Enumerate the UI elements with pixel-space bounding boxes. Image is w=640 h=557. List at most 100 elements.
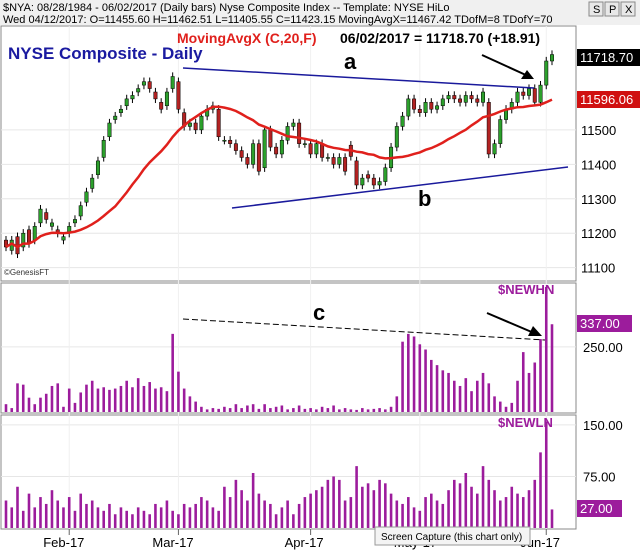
indicator-bar [395,396,399,412]
indicator-bar [21,384,25,412]
moving-average-line [5,98,553,249]
indicator-bar [389,493,393,528]
indicator-bar [343,408,347,412]
candle-body [360,177,365,186]
indicator-bar [113,514,117,528]
indicator-bar [27,397,31,412]
newln-y-axis: 75.00 150.00 [583,418,623,485]
indicator-bar [458,483,462,528]
indicator-bar [355,466,358,528]
candle-body [314,143,319,155]
close-button[interactable] [620,1,636,17]
indicator-bar [384,483,387,528]
candle-body [38,208,43,224]
indicator-bar [521,352,525,412]
trendline-b [231,166,569,209]
indicator-bar [194,503,197,528]
indicator-bar [56,383,60,412]
indicator-bar [234,479,238,528]
screen-capture-tooltip[interactable] [374,526,531,546]
indicator-bar [447,372,450,412]
indicator-bar [142,385,146,412]
indicator-bar [33,507,37,528]
print-button[interactable] [604,1,620,17]
indicator-bar [205,500,209,528]
indicator-bar [332,405,335,412]
candle-body [325,157,330,159]
indicator-bar [79,392,83,412]
indicator-bar [326,408,330,412]
indicator-bar [493,396,496,412]
indicator-bar [332,476,335,528]
newln-badge [577,500,622,517]
indicator-bar [79,493,83,528]
indicator-bar [412,336,416,412]
candle-body [268,129,273,148]
header-line-2: Wed 04/12/2017: O=11455.60 H=11462.51 L=… [3,14,553,26]
candle-body [446,95,451,100]
indicator-bar [85,384,88,412]
indicator-bar [50,490,54,528]
candle-body [435,105,440,110]
indicator-bar [10,408,14,412]
genesis-credit: ©GenesisFT [4,268,49,277]
candle-body [469,95,474,100]
indicator-bar [274,514,278,528]
candle-body [44,212,49,220]
indicator-bar [315,490,318,528]
candle-body [354,160,359,186]
indicator-bar [361,486,364,528]
candle-body [222,139,227,142]
indicator-bar [85,503,88,528]
indicator-bar [269,503,272,528]
close-button-label: X [625,4,633,16]
indicator-bar [470,486,473,528]
candle-body [463,95,468,103]
newhn-badge [577,315,632,332]
indicator-bar [16,486,19,528]
candle-body [147,81,152,89]
candle-body [245,157,250,165]
candle-body [141,81,146,86]
candle-body [406,98,411,117]
save-button[interactable] [588,1,604,17]
indicator-bar [498,500,502,528]
indicator-bar [200,497,203,528]
chart-subtitle: MovingAvgX (C,20,F) [177,30,317,46]
indicator-bar [154,503,157,528]
indicator-bar [154,388,157,412]
candle-body [262,129,267,169]
indicator-bar [372,490,376,528]
indicator-bar [395,500,399,528]
indicator-bar [418,344,422,412]
indicator-bar [361,408,364,412]
candle-body [164,91,169,107]
price-panel [0,25,577,282]
candle-body [412,98,417,110]
indicator-bar [171,510,174,528]
candle-body [118,108,123,113]
indicator-bar [430,359,433,412]
indicator-bar [533,479,537,528]
indicator-bar [407,497,410,528]
candle-body [527,88,531,96]
x-tick-label: Feb-17 [43,535,84,550]
candle-body [423,102,428,113]
candle-body [371,177,376,186]
price-tick-label: 11200 [581,226,616,241]
indicator-bar [188,396,192,412]
indicator-bar [136,507,140,528]
indicator-bar [315,409,318,412]
indicator-bar [90,380,94,412]
trendline-c [182,318,546,341]
indicator-bar [263,500,266,528]
candle-body [32,226,37,241]
indicator-bar [481,466,485,528]
indicator-bar [177,514,180,528]
indicator-bar [240,408,243,412]
indicator-bar [280,507,284,528]
candle-body [95,160,100,175]
candle-body [199,115,204,131]
indicator-bar [73,402,77,412]
